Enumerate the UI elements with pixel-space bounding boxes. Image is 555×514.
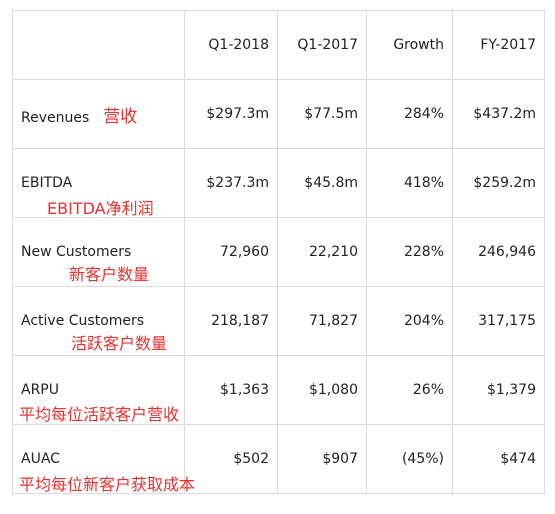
value-cell: 204%	[366, 286, 453, 356]
row-label: Active Customers	[21, 313, 145, 329]
value-cell: $259.2m	[452, 148, 545, 218]
row-label: New Customers	[21, 244, 132, 260]
header-q1-2018: Q1-2018	[184, 10, 278, 80]
row-note: EBITDA净利润	[47, 199, 154, 218]
header-row: Q1-2018 Q1-2017 Growth FY-2017	[12, 10, 545, 80]
row-note: 平均每位新客户获取成本	[19, 475, 196, 494]
value-cell: $474	[452, 424, 545, 494]
value-cell: 418%	[366, 148, 453, 218]
value-cell: $1,379	[452, 355, 545, 425]
row-label-cell: ARPU 平均每位活跃客户营收	[12, 355, 185, 425]
row-label: EBITDA	[21, 175, 73, 191]
table-row: New Customers 新客户数量 72,960 22,210 228% 2…	[12, 217, 545, 287]
value-cell: 72,960	[184, 217, 278, 287]
value-cell: $45.8m	[277, 148, 367, 218]
row-note: 活跃客户数量	[71, 334, 168, 353]
value-cell: 228%	[366, 217, 453, 287]
value-cell: $437.2m	[452, 79, 545, 149]
row-label: ARPU	[21, 382, 59, 398]
value-cell: $907	[277, 424, 367, 494]
value-cell: $1,080	[277, 355, 367, 425]
row-note: 新客户数量	[69, 265, 150, 284]
value-cell: $502	[184, 424, 278, 494]
header-fy-2017: FY-2017	[452, 10, 545, 80]
row-note: 营收	[103, 106, 138, 127]
row-label: Revenues	[21, 109, 90, 126]
table-row: AUAC 平均每位新客户获取成本 $502 $907 (45%) $474	[12, 424, 545, 494]
row-label: AUAC	[21, 451, 60, 467]
row-note: 平均每位活跃客户营收	[19, 405, 180, 424]
row-label-cell: Revenues 营收	[12, 79, 185, 149]
header-q1-2017: Q1-2017	[277, 10, 367, 80]
value-cell: (45%)	[366, 424, 453, 494]
value-cell: $237.3m	[184, 148, 278, 218]
value-cell: $77.5m	[277, 79, 367, 149]
value-cell: 218,187	[184, 286, 278, 356]
value-cell: 22,210	[277, 217, 367, 287]
table-row: Active Customers 活跃客户数量 218,187 71,827 2…	[12, 286, 545, 356]
value-cell: $297.3m	[184, 79, 278, 149]
header-growth: Growth	[366, 10, 453, 80]
value-cell: 317,175	[452, 286, 545, 356]
value-cell: 284%	[366, 79, 453, 149]
row-label-cell: EBITDA EBITDA净利润	[12, 148, 185, 218]
value-cell: $1,363	[184, 355, 278, 425]
row-label-cell: Active Customers 活跃客户数量	[12, 286, 185, 356]
header-cell-empty	[12, 10, 185, 80]
row-label-cell: New Customers 新客户数量	[12, 217, 185, 287]
table-row: ARPU 平均每位活跃客户营收 $1,363 $1,080 26% $1,379	[12, 355, 545, 425]
table-row: EBITDA EBITDA净利润 $237.3m $45.8m 418% $25…	[12, 148, 545, 218]
value-cell: 71,827	[277, 286, 367, 356]
value-cell: 26%	[366, 355, 453, 425]
row-label-cell: AUAC 平均每位新客户获取成本	[12, 424, 195, 494]
value-cell: 246,946	[452, 217, 545, 287]
financial-table: Q1-2018 Q1-2017 Growth FY-2017 Revenues 营…	[12, 10, 545, 494]
table-row: Revenues 营收 $297.3m $77.5m 284% $437.2m	[12, 79, 545, 149]
